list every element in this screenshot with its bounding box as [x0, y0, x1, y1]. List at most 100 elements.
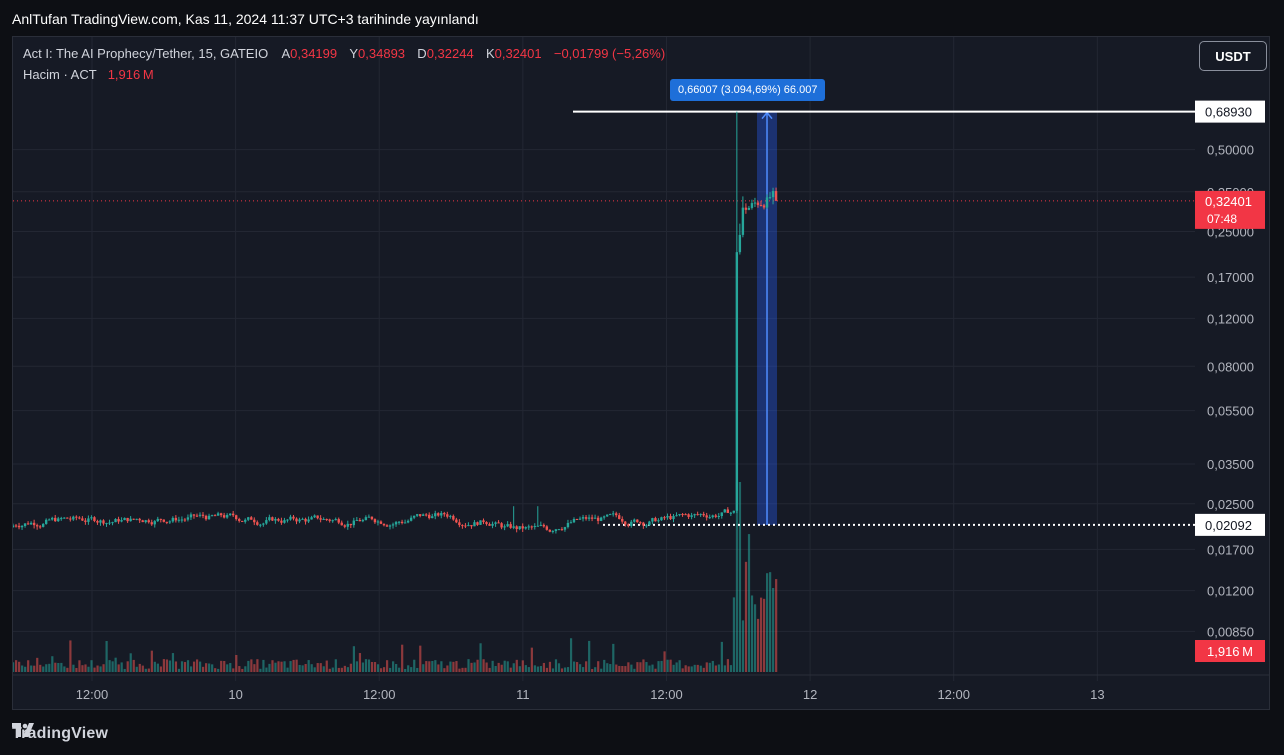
volume-bar [714, 665, 717, 672]
volume-bar [560, 668, 564, 672]
candle [554, 528, 558, 534]
candle [54, 514, 57, 522]
x-tick-label: 13 [1090, 687, 1104, 702]
candle-body [633, 519, 636, 522]
volume-bar [585, 661, 588, 672]
volume-bar [132, 659, 135, 672]
volume-bar [171, 653, 175, 672]
volume-bar [717, 664, 720, 672]
candle-body [699, 513, 702, 515]
candle-body [23, 523, 27, 526]
candle-body [69, 518, 72, 520]
candle [732, 510, 736, 514]
volume-bar [301, 665, 304, 672]
candle-body [29, 522, 33, 525]
candle-body [765, 197, 769, 208]
volume-bar [244, 666, 247, 672]
candle-body [437, 513, 440, 516]
candle-body [241, 520, 244, 522]
close-value: 0,32401 [494, 46, 542, 61]
candle [488, 522, 491, 526]
volume-bar [165, 659, 169, 672]
price-chart[interactable]: 0,500000,350000,250000,170000,120000,080… [13, 37, 1270, 710]
candle [174, 515, 178, 523]
candle [180, 516, 184, 523]
candle [747, 205, 751, 211]
candle [639, 521, 642, 525]
candle [307, 516, 310, 523]
candle-body [271, 517, 274, 521]
volume-bar [455, 661, 458, 672]
volume-bars [13, 482, 778, 672]
volume-bar [241, 668, 244, 672]
volume-bar [250, 659, 253, 672]
candle-body [225, 515, 229, 518]
candle [271, 516, 274, 522]
currency-button[interactable]: USDT [1199, 41, 1267, 71]
candle [60, 516, 63, 521]
volume-bar [675, 662, 678, 672]
volume-tag-label: 1,916 M [1207, 644, 1253, 659]
candle [35, 523, 39, 530]
volume-value: 1,916 M [107, 67, 154, 82]
volume-bar [741, 620, 745, 672]
candle-body [428, 514, 431, 519]
candle [452, 514, 455, 521]
candle-body [180, 519, 184, 521]
symbol-name[interactable]: Act I: The AI Prophecy/Tether, 15, GATEI… [23, 46, 269, 61]
volume-bar [63, 666, 66, 672]
candle-body [361, 520, 365, 522]
volume-bar [660, 660, 663, 672]
candle [418, 514, 422, 518]
volume-bar [476, 659, 479, 672]
candle [578, 516, 582, 520]
candle-body [207, 515, 211, 520]
candle-body [735, 252, 739, 511]
volume-bar [367, 659, 371, 672]
volume-bar [756, 618, 760, 672]
volume-bar [624, 666, 627, 672]
candle-body [464, 525, 467, 527]
volume-bar [551, 668, 555, 672]
candle-body [473, 522, 476, 527]
candle [57, 516, 60, 522]
candle [467, 522, 470, 527]
candle-body [283, 520, 286, 523]
candle-body [654, 518, 657, 522]
chart-frame[interactable]: 0,500000,350000,250000,170000,120000,080… [12, 36, 1270, 710]
candle-body [434, 513, 437, 517]
volume-bar [51, 656, 54, 672]
volume-bar [33, 665, 36, 672]
volume-bar [42, 666, 45, 672]
measure-arrow-head [761, 111, 773, 120]
volume-bar [464, 667, 467, 672]
candle [618, 512, 621, 520]
candle [593, 514, 597, 519]
x-tick-label: 12:00 [650, 687, 683, 702]
candle-body [334, 519, 337, 521]
volume-bar [307, 660, 310, 672]
candle-body [467, 525, 470, 527]
candle [633, 518, 636, 523]
candle-body [491, 523, 494, 526]
volume-bar [27, 660, 30, 672]
volume-bar [627, 662, 630, 672]
candle-body [545, 526, 549, 530]
candle-body [114, 519, 117, 523]
low-price-tag [1195, 513, 1265, 536]
candle [319, 515, 322, 523]
candle [684, 513, 687, 516]
volume-bar [545, 667, 549, 672]
volume-bar [174, 661, 178, 672]
change-value: −0,01799 (−5,26%) [553, 46, 666, 61]
candle [421, 513, 425, 516]
volume-label[interactable]: Hacim · ACT [23, 67, 97, 82]
candle-body [711, 515, 714, 518]
candle-body [355, 519, 359, 521]
candle-body [708, 517, 711, 519]
volume-bar [235, 654, 238, 672]
candle [518, 526, 521, 531]
candle-body [726, 509, 730, 513]
volume-bar [732, 597, 736, 672]
candle-body [593, 517, 597, 519]
